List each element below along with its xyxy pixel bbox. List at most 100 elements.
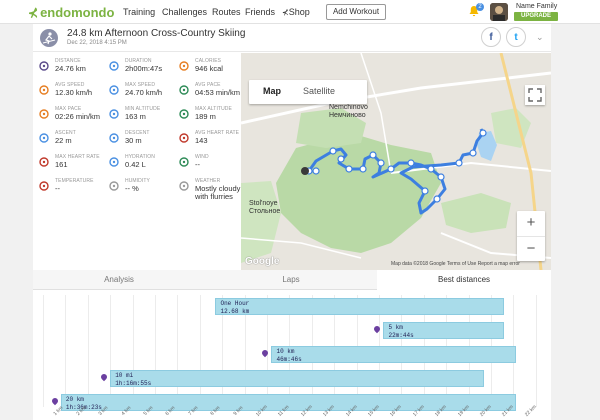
stat-label: DURATION [125, 58, 152, 64]
workout-stats: DISTANCE 24.76 km DURATION 2h00m:47s CALORIE… [33, 53, 240, 269]
stat-label: WEATHER [195, 178, 221, 184]
tab-analysis[interactable]: Analysis [104, 275, 134, 284]
nav-friends[interactable]: Friends [245, 7, 276, 17]
distance-icon [39, 61, 49, 71]
ascent-icon [39, 133, 49, 143]
gridline [43, 295, 44, 407]
gridline [535, 295, 537, 407]
weather-icon [179, 181, 189, 191]
stat-label: ASCENT [55, 130, 76, 136]
stat-wind: WIND -- [173, 153, 241, 175]
best-distance-bar[interactable]: 10 km 46m:46s [271, 346, 516, 363]
satellite-view-button[interactable]: Satellite [303, 86, 336, 96]
best-distance-bar[interactable]: 20 km 1h:36m:23s [60, 394, 516, 411]
best-distances-chart: One Hour 12.68 km 5 km 22m:44s 10 km 46m:46s 1… [33, 290, 551, 420]
chevron-down-icon[interactable]: ⌄ [536, 32, 544, 42]
avatar[interactable] [490, 3, 508, 21]
best-distance-value: 1h:16m:55s [115, 380, 152, 387]
skiing-icon [40, 29, 58, 47]
nav-shop[interactable]: ⊀Shop [282, 7, 310, 17]
tab-laps[interactable]: Laps [282, 275, 300, 284]
stat-label: MAX HEART RATE [55, 154, 100, 160]
descent-icon [109, 133, 119, 143]
mountain-icon [109, 109, 119, 119]
twitter-share-button[interactable]: t [506, 27, 526, 47]
stat-label: HYDRATION [125, 154, 155, 160]
stat-label: TEMPERATURE [55, 178, 94, 184]
stat-humidity: HUMIDITY -- % [103, 177, 171, 199]
stat-value: 02:26 min/km [55, 112, 101, 121]
upgrade-button[interactable]: UPGRADE [514, 12, 558, 21]
location-pin-icon [261, 348, 270, 358]
flame-icon [179, 61, 189, 71]
stat-value: -- % [125, 184, 139, 193]
pace-icon [179, 85, 189, 95]
best-distance-name: 5 km [388, 324, 403, 331]
speedometer-icon [109, 85, 119, 95]
stat-distance: DISTANCE 24.76 km [33, 57, 101, 79]
stat-max-pace: MAX PACE 02:26 min/km [33, 105, 101, 127]
best-distance-name: 10 mi [115, 372, 134, 379]
stat-label: MAX SPEED [125, 82, 156, 88]
stat-label: MAX PACE [55, 106, 82, 112]
fullscreen-icon [528, 88, 542, 102]
route-start-icon [301, 167, 309, 175]
best-distance-value: 46m:46s [276, 356, 302, 363]
location-pin-icon [50, 396, 60, 406]
nav-challenges[interactable]: Challenges [162, 7, 208, 17]
stat-weather: WEATHER Mostly cloudy with flurries [173, 177, 241, 217]
stat-descent: DESCENT 30 m [103, 129, 171, 151]
stat-value: 24.70 km/h [125, 88, 163, 97]
map-view-button[interactable]: Map [263, 86, 281, 96]
route-map[interactable]: Nemchinovo Немчиново Stol'noye Стольное … [241, 53, 551, 270]
workout-tabs: Analysis Laps Best distances [33, 270, 551, 290]
stat-avg-speed: AVG SPEED 12.30 km/h [33, 81, 101, 103]
best-distance-bar[interactable]: 10 mi 1h:16m:55s [110, 370, 485, 387]
map-label-nemchinovo: Nemchinovo [329, 104, 368, 111]
stat-value: 189 m [195, 112, 216, 121]
mountain-icon [179, 109, 189, 119]
stat-ascent: ASCENT 22 m [33, 129, 101, 151]
stat-duration: DURATION 2h00m:47s [103, 57, 171, 79]
workout-title: 24.8 km Afternoon Cross-Country Skiing [67, 28, 246, 39]
location-pin-icon [373, 324, 382, 334]
gridline [222, 295, 224, 407]
stat-label: CALORIES [195, 58, 222, 64]
map-label-stolnoye-cyrillic: Стольное [249, 208, 280, 215]
gridline [199, 295, 201, 407]
stat-value: 143 [195, 136, 208, 145]
stat-value: 24.76 km [55, 64, 86, 73]
stat-value: 22 m [55, 136, 72, 145]
stat-value: -- [195, 160, 200, 169]
best-distance-bar[interactable]: One Hour 12.68 km [215, 298, 505, 315]
zoom-controls: + − [517, 211, 545, 261]
stat-label: WIND [195, 154, 209, 160]
map-attribution[interactable]: Map data ©2018 Google Terms of Use Repor… [391, 261, 520, 267]
gridline [177, 295, 179, 407]
nav-routes[interactable]: Routes [212, 7, 241, 17]
user-name[interactable]: Name Family [516, 3, 558, 10]
map-label-stolnoye: Stol'noye [249, 200, 278, 207]
stat-value: 163 m [125, 112, 146, 121]
best-distance-name: One Hour [220, 300, 250, 307]
stat-label: AVG SPEED [55, 82, 85, 88]
facebook-share-button[interactable]: f [481, 27, 501, 47]
stopwatch-icon [109, 61, 119, 71]
stat-value: 04:53 min/km [195, 88, 241, 97]
zoom-out-button[interactable]: − [517, 236, 545, 260]
nav-training[interactable]: Training [123, 7, 156, 17]
gridline [244, 295, 246, 407]
google-logo: Google [245, 256, 280, 267]
stat-temperature: TEMPERATURE -- [33, 177, 101, 199]
zoom-in-button[interactable]: + [526, 214, 536, 231]
wind-icon [179, 157, 189, 167]
speedometer-icon [39, 85, 49, 95]
add-workout-button[interactable]: Add Workout [326, 4, 386, 20]
endomondo-logo[interactable]: ⊀ endomondo [28, 5, 115, 20]
drop-icon [109, 157, 119, 167]
best-distance-bar[interactable]: 5 km 22m:44s [383, 322, 505, 339]
tab-best-distances[interactable]: Best distances [377, 270, 551, 290]
workout-card: 24.8 km Afternoon Cross-Country Skiing D… [33, 24, 551, 420]
fullscreen-button[interactable] [525, 85, 545, 105]
stat-avg-pace: AVG PACE 04:53 min/km [173, 81, 241, 103]
